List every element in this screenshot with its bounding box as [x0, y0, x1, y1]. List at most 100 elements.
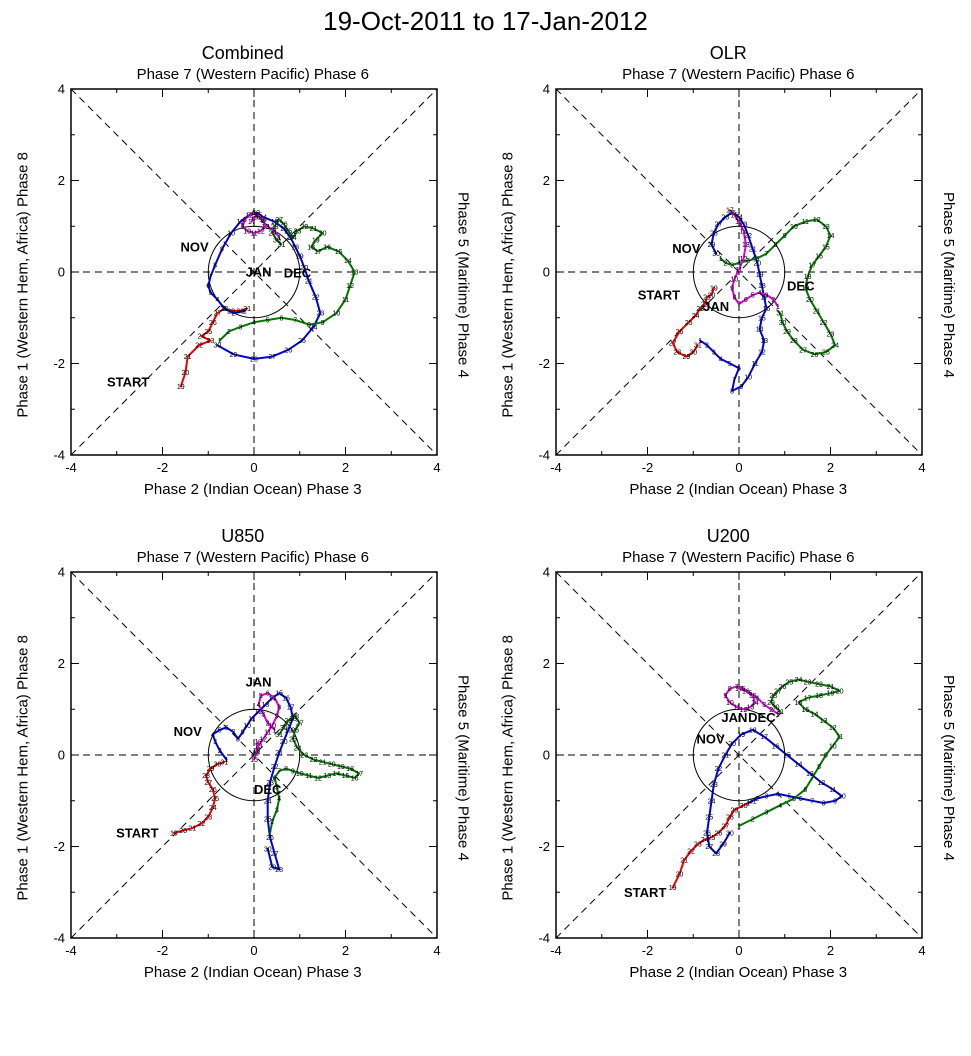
y-tick-label: 4 — [543, 83, 550, 97]
day-label: 13 — [822, 224, 830, 231]
day-label: 27 — [722, 823, 730, 830]
day-label: 20 — [836, 688, 844, 695]
top-axis-label: Phase 7 (Western Pacific) Phase 6 — [136, 66, 369, 83]
day-label: 20 — [300, 265, 308, 272]
day-label: 4 — [261, 219, 265, 226]
day-label: 2 — [231, 311, 235, 318]
day-label: 24 — [209, 805, 217, 812]
day-label: 25 — [708, 835, 716, 842]
day-label: 28 — [220, 306, 228, 313]
y-tick-label: -4 — [53, 931, 65, 946]
day-label: 4 — [252, 320, 256, 327]
day-label: 16 — [815, 253, 823, 260]
day-label: 28 — [275, 867, 283, 874]
day-label: 6 — [804, 787, 808, 794]
x-tick-label: 4 — [433, 460, 440, 475]
day-label: 19 — [802, 286, 810, 293]
day-label: 3 — [765, 292, 769, 299]
x-tick-label: -4 — [550, 460, 562, 475]
mjo-phase-figure: 19-Oct-2011 to 17-Jan-2012 Combined Phas… — [13, 6, 958, 981]
y-tick-label: 0 — [58, 748, 65, 763]
x-tick-label: 0 — [250, 943, 257, 958]
day-label: 9 — [724, 693, 728, 700]
day-label: 11 — [733, 704, 740, 711]
left-axis-label: Phase 1 (Western Hem, Africa) Phase 8 — [499, 152, 517, 418]
day-label: 5 — [792, 796, 796, 803]
day-label: 26 — [703, 830, 711, 837]
day-label: 6 — [744, 297, 748, 304]
day-label: 7 — [277, 769, 281, 776]
day-label: 6 — [224, 725, 228, 732]
day-label: 22 — [300, 224, 308, 231]
day-label: 4 — [277, 796, 281, 803]
day-label: 31 — [777, 311, 785, 318]
month-label-jan: JAN — [245, 674, 271, 689]
y-tick-label: -2 — [539, 839, 551, 854]
day-label: 11 — [736, 267, 743, 274]
day-label: 26 — [722, 215, 730, 222]
x-tick-label: -2 — [642, 460, 654, 475]
day-label: 2 — [756, 796, 760, 803]
x-tick-label: 4 — [919, 460, 926, 475]
y-tick-label: -4 — [539, 448, 551, 463]
trajectory-jan — [729, 209, 780, 308]
day-label: 12 — [740, 256, 748, 263]
day-label: 11 — [802, 219, 809, 226]
day-label: 2 — [772, 297, 776, 304]
day-label: 27 — [213, 311, 221, 318]
day-label: 15 — [275, 691, 283, 698]
day-label: 19 — [710, 286, 718, 293]
day-label: 23 — [266, 780, 274, 787]
day-label: 14 — [268, 695, 276, 702]
day-label: 28 — [291, 714, 299, 721]
month-label-start: START — [116, 825, 158, 840]
day-label: 5 — [788, 794, 792, 801]
day-label: 14 — [827, 233, 835, 240]
day-label: 23 — [293, 228, 301, 235]
left-axis-label: Phase 1 (Western Hem, Africa) Phase 8 — [14, 635, 32, 901]
unit-circle — [207, 708, 300, 802]
x-tick-label: 0 — [736, 460, 743, 475]
dashed-guide-diag-2 — [555, 88, 923, 456]
month-label-dec: DEC — [787, 278, 815, 293]
plot-row: Phase 1 (Western Hem, Africa) Phase 8 -4… — [13, 83, 473, 487]
day-label: 5 — [266, 318, 270, 325]
day-label: 6 — [799, 796, 803, 803]
day-label: 6 — [272, 775, 276, 782]
day-label: 16 — [763, 306, 771, 313]
x-tick-label: -4 — [65, 460, 77, 475]
day-label: 6 — [206, 283, 210, 290]
day-label: 11 — [752, 361, 759, 368]
month-label-nov: NOV — [697, 732, 726, 747]
day-label: 11 — [305, 773, 312, 780]
dashed-guide-diag-2 — [555, 571, 923, 939]
right-axis-label: Phase 5 (Maritime) Phase 4 — [939, 675, 957, 861]
day-label: 2 — [270, 819, 274, 826]
plot-row: Phase 1 (Western Hem, Africa) Phase 8 -4… — [498, 566, 958, 970]
day-label: 13 — [351, 270, 359, 277]
day-label: 21 — [827, 684, 835, 691]
x-tick-label: 4 — [433, 943, 440, 958]
day-label: 15 — [822, 244, 830, 251]
day-label: 25 — [685, 320, 693, 327]
y-tick-label: 0 — [543, 748, 550, 763]
day-label: 17 — [286, 235, 294, 242]
bottom-axis-label: Phase 2 (Indian Ocean) Phase 3 — [143, 481, 362, 498]
day-label: 20 — [754, 260, 762, 267]
day-label: 20 — [280, 739, 288, 746]
day-label: 3 — [238, 324, 242, 331]
day-label: 12 — [758, 350, 766, 357]
day-label: 6 — [742, 686, 746, 693]
panel-title: OLR — [709, 43, 747, 63]
day-label: 4 — [215, 297, 219, 304]
day-label: 14 — [756, 327, 764, 334]
day-label: 7 — [735, 684, 739, 691]
day-label: 11 — [248, 716, 255, 723]
day-label: 17 — [314, 249, 322, 256]
day-label: 2 — [751, 817, 755, 824]
day-label: 22 — [309, 757, 317, 764]
trajectory-jan — [252, 692, 280, 761]
day-label: 27 — [275, 217, 283, 224]
day-label: 12 — [813, 217, 821, 224]
day-label: 13 — [820, 718, 828, 725]
